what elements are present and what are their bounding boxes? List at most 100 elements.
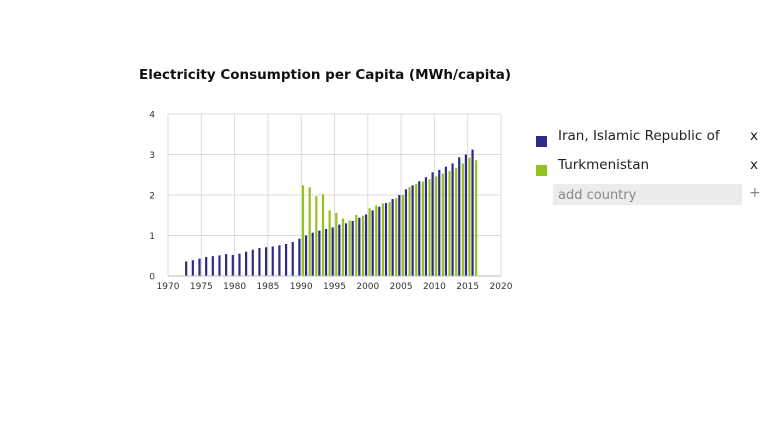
bar-iran-1978	[218, 255, 221, 276]
add-country-input[interactable]	[553, 185, 738, 206]
x-tick-label: 1975	[190, 282, 213, 292]
bar-iran-2001	[371, 210, 374, 276]
bar-iran-1983	[251, 249, 254, 276]
legend-item-turkmenistan: Turkmenistan x	[532, 153, 762, 182]
bar-turkmenistan-2004	[395, 198, 398, 276]
bar-iran-2005	[398, 195, 401, 276]
x-tick-label: 2020	[490, 282, 513, 292]
bar-turkmenistan-2014	[461, 163, 464, 276]
bar-turkmenistan-1994	[328, 210, 331, 276]
bar-iran-1986	[271, 246, 274, 276]
bar-turkmenistan-1996	[341, 218, 345, 276]
bar-iran-1979	[225, 254, 228, 276]
bar-turkmenistan-2003	[388, 202, 391, 276]
x-tick-label: 1970	[157, 282, 180, 292]
bar-iran-1980	[231, 254, 234, 276]
bar-iran-1991	[304, 235, 308, 276]
bar-iran-1988	[284, 244, 288, 276]
bar-turkmenistan-2001	[375, 205, 378, 276]
legend-item-iran: Iran, Islamic Republic of x	[532, 124, 762, 153]
legend-label-turkmenistan: Turkmenistan	[558, 157, 650, 173]
add-country-button[interactable]: +	[749, 185, 761, 201]
bar-turkmenistan-1999	[361, 215, 365, 276]
x-tick-label: 2015	[456, 282, 479, 292]
remove-iran-button[interactable]: x	[750, 128, 758, 144]
y-tick-label: 4	[149, 111, 155, 121]
bar-iran-1974	[191, 260, 194, 276]
bar-turkmenistan-1997	[348, 220, 351, 276]
bar-iran-2002	[378, 206, 381, 276]
legend-label-iran: Iran, Islamic Republic of	[558, 128, 720, 144]
bar-turkmenistan-2005	[401, 195, 404, 276]
bar-iran-2009	[424, 177, 428, 276]
bar-iran-1996	[338, 224, 341, 276]
bar-turkmenistan-1993	[321, 194, 325, 276]
bar-turkmenistan-2010	[435, 176, 438, 276]
bar-iran-2004	[391, 199, 394, 276]
legend-swatch-turkmenistan	[536, 165, 547, 176]
bar-turkmenistan-1992	[315, 196, 318, 276]
x-tick-label: 1985	[256, 282, 279, 292]
bar-turkmenistan-2000	[368, 208, 371, 276]
x-tick-label: 2000	[356, 282, 379, 292]
bar-iran-2016	[471, 149, 474, 276]
bar-turkmenistan-2016	[475, 160, 478, 276]
bar-iran-1982	[245, 251, 248, 276]
bar-iran-1992	[311, 232, 314, 276]
y-tick-label: 1	[149, 232, 155, 242]
bar-iran-2000	[364, 214, 368, 276]
bar-iran-2015	[464, 154, 467, 276]
x-tick-label: 2005	[390, 282, 413, 292]
bar-iran-1993	[318, 230, 321, 276]
legend-swatch-iran	[536, 136, 547, 147]
bar-iran-1998	[351, 220, 354, 276]
bar-iran-1977	[211, 256, 214, 276]
bar-iran-1999	[358, 217, 361, 276]
chart-grid	[167, 113, 502, 277]
bar-iran-2010	[431, 172, 434, 276]
bar-turkmenistan-2002	[381, 203, 385, 276]
bar-iran-2003	[384, 203, 388, 276]
bar-iran-2006	[404, 189, 408, 276]
legend: Iran, Islamic Republic of x Turkmenistan…	[532, 124, 762, 206]
bar-iran-1995	[331, 227, 334, 276]
bar-turkmenistan-2008	[421, 181, 424, 276]
bar-iran-2007	[411, 185, 414, 276]
bar-iran-2011	[438, 169, 441, 276]
chart-axes: 0 1 2 3 4 1970 1975 1980 1985 1990 1995 2000 2005 201…	[149, 111, 512, 293]
bar-turkmenistan-1995	[335, 212, 338, 276]
bar-iran-1997	[344, 223, 348, 276]
chart-title: Electricity Consumption per Capita (MWh/…	[139, 67, 512, 83]
bar-iran-2008	[418, 181, 421, 276]
add-country-box	[553, 184, 742, 206]
bar-turkmenistan-2012	[448, 171, 451, 276]
y-tick-label: 0	[149, 273, 155, 283]
x-tick-label: 1990	[290, 282, 313, 292]
chart-bars	[185, 149, 478, 276]
bar-turkmenistan-2006	[408, 186, 411, 276]
bar-turkmenistan-2009	[428, 179, 431, 276]
bar-iran-2013	[451, 163, 454, 276]
remove-turkmenistan-button[interactable]: x	[750, 157, 758, 173]
y-tick-label: 2	[149, 192, 155, 202]
bar-iran-1984	[258, 248, 261, 276]
bar-turkmenistan-2013	[455, 167, 458, 276]
bar-iran-1976	[205, 256, 208, 276]
bar-turkmenistan-1991	[308, 187, 311, 276]
bar-iran-1989	[291, 241, 294, 276]
bar-iran-1987	[278, 245, 281, 276]
bar-turkmenistan-1998	[355, 214, 358, 276]
x-tick-label: 1995	[323, 282, 346, 292]
bar-iran-2014	[458, 157, 461, 276]
bar-iran-2012	[444, 166, 448, 276]
bar-iran-1994	[324, 229, 328, 276]
x-tick-label: 1980	[223, 282, 246, 292]
bar-iran-1975	[198, 258, 201, 276]
bar-turkmenistan-1990	[301, 185, 305, 276]
bar-iran-1981	[238, 253, 241, 276]
bar-turkmenistan-2011	[441, 173, 444, 276]
x-tick-label: 2010	[423, 282, 446, 292]
bar-turkmenistan-2007	[415, 183, 418, 276]
bar-iran-1990	[298, 238, 301, 276]
